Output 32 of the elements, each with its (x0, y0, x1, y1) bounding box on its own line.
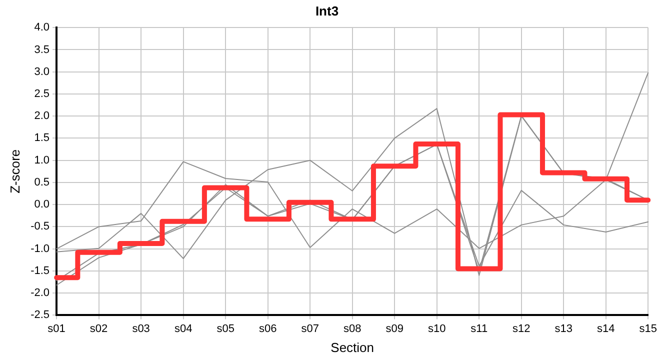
y-tick-label: -2.5 (30, 309, 50, 322)
x-tick-label: s06 (258, 322, 277, 335)
y-tick-label: 1.0 (34, 154, 50, 166)
x-tick-label: s15 (639, 322, 658, 335)
y-tick-label: -0.5 (30, 220, 50, 233)
x-tick-label: s11 (470, 322, 488, 335)
x-tick-label: s03 (132, 322, 150, 335)
y-tick-label: 0.0 (34, 198, 50, 211)
x-tick-label: s10 (428, 322, 446, 335)
y-tick-label: 0.5 (34, 176, 50, 188)
y-tick-label: -1.5 (30, 264, 50, 277)
y-tick-label: -2.0 (30, 287, 50, 300)
y-tick-label: 1.5 (34, 132, 50, 144)
x-tick-label: s02 (90, 322, 108, 335)
x-tick-label: s12 (512, 322, 530, 335)
x-axis-title: Section (330, 340, 374, 355)
y-axis-title: Z-score (7, 149, 22, 194)
x-tick-label: s05 (216, 322, 234, 335)
x-tick-label: s07 (301, 322, 319, 335)
y-tick-label: 3.0 (34, 66, 50, 78)
y-tick-label: -1.0 (30, 242, 50, 255)
x-tick-label: s14 (597, 322, 615, 335)
x-tick-label: s08 (343, 322, 362, 335)
x-tick-label: s04 (174, 322, 192, 335)
y-tick-label: 2.5 (34, 88, 50, 100)
x-tick-label: s09 (386, 322, 404, 335)
x-tick-label: s13 (554, 322, 572, 335)
chart-title: Int3 (315, 3, 339, 18)
x-tick-label: s01 (48, 322, 66, 335)
y-tick-label: 3.5 (34, 44, 50, 56)
y-tick-label: 4.0 (34, 22, 50, 34)
y-tick-label: 2.0 (34, 110, 50, 122)
